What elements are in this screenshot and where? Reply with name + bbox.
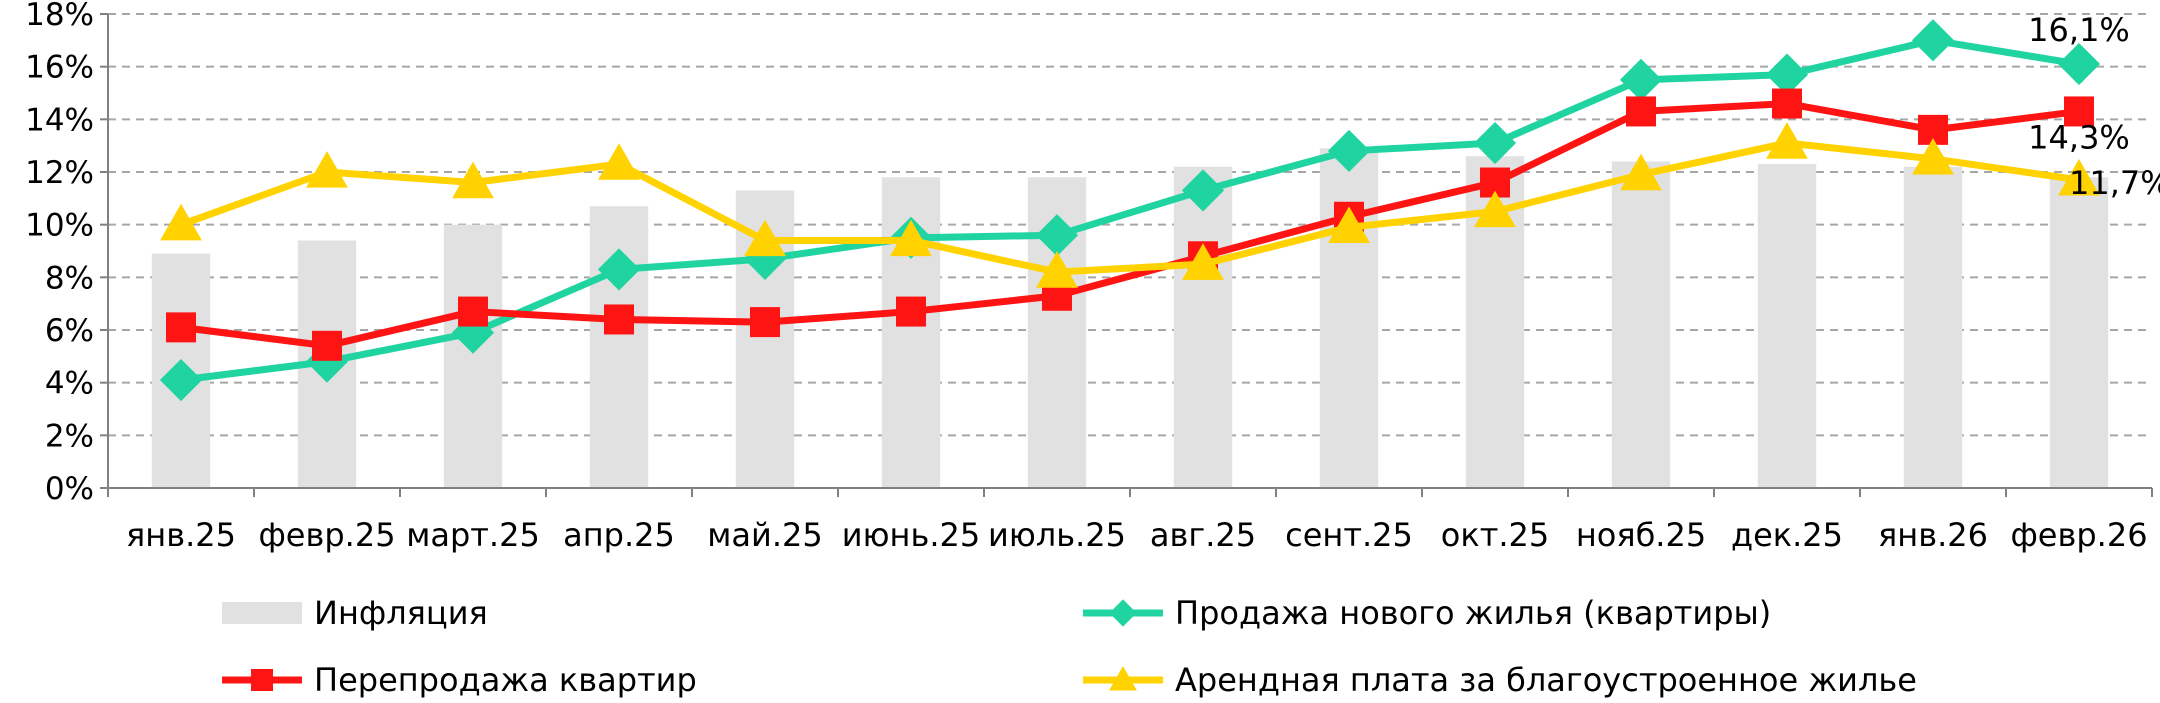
data-point <box>312 330 342 361</box>
data-point <box>604 304 634 335</box>
data-point <box>1182 243 1224 280</box>
legend-label: Инфляция <box>314 594 488 632</box>
x-tick-label: дек.25 <box>1731 516 1843 554</box>
data-point <box>597 248 641 291</box>
data-point <box>458 296 488 327</box>
series-line <box>180 36 2080 384</box>
y-tick-label: 10% <box>25 208 94 244</box>
x-tick-label: окт.25 <box>1441 516 1549 554</box>
data-point <box>1620 153 1662 191</box>
data-point <box>1181 169 1225 212</box>
series-line <box>179 139 2080 276</box>
x-tick-label: сент.25 <box>1285 516 1413 554</box>
legend: Инфляция Продажа нового жилья (квартиры) П… <box>222 594 1917 699</box>
bar <box>1903 166 1963 488</box>
x-tick-label: февр.25 <box>258 516 395 554</box>
y-tick-label: 16% <box>25 50 94 86</box>
bar <box>1173 166 1233 488</box>
legend-swatch <box>222 602 302 624</box>
data-point <box>1911 19 1955 62</box>
legend-marker <box>1109 599 1137 627</box>
legend-marker <box>251 669 273 691</box>
data-point <box>750 307 780 338</box>
x-tick-label: май.25 <box>707 516 822 554</box>
bar <box>1757 164 1817 488</box>
data-point <box>890 219 932 257</box>
x-tick-label: февр.26 <box>2010 516 2147 554</box>
x-tick-label: июнь.25 <box>842 516 980 554</box>
x-tick-label: апр.25 <box>563 516 675 554</box>
y-tick-label: 4% <box>45 366 94 402</box>
data-point <box>1328 206 1370 243</box>
y-tick-label: 18% <box>25 0 94 33</box>
legend-label: Перепродажа квартир <box>314 661 697 698</box>
legend-item: Арендная плата за благоустроенное жилье <box>1083 661 1917 699</box>
y-tick-label: 0% <box>45 471 94 507</box>
y-tick-label: 6% <box>45 313 94 349</box>
legend-label: Арендная плата за благоустроенное жилье <box>1175 661 1917 698</box>
x-tick-label: июль.25 <box>988 516 1126 554</box>
data-point <box>452 161 494 199</box>
legend-item: Продажа нового жилья (квартиры) <box>1083 594 1771 632</box>
bar <box>2049 177 2109 488</box>
data-point <box>2064 96 2094 127</box>
legend-label: Продажа нового жилья (квартиры) <box>1175 594 1771 632</box>
legend-marker <box>1109 666 1137 691</box>
grid-lines <box>108 13 2152 437</box>
bar-series <box>151 148 2109 489</box>
data-point <box>1765 53 1809 96</box>
series-line <box>180 100 2080 350</box>
data-point <box>160 203 202 241</box>
line-series <box>159 19 2101 402</box>
x-tick-label: авг.25 <box>1150 516 1256 554</box>
x-tick-label: янв.26 <box>1878 516 1988 554</box>
data-point <box>1474 190 1516 228</box>
data-point <box>598 143 640 180</box>
data-point <box>2058 159 2100 196</box>
x-tick-label: март.25 <box>406 516 540 554</box>
data-point <box>1035 214 1079 257</box>
data-label: 11,7% <box>2069 164 2160 202</box>
data-point <box>744 219 786 257</box>
data-label: 14,3% <box>2028 118 2130 156</box>
data-point <box>743 237 787 280</box>
axes: 0% 2% 4% 6% 8% 10% 12% 14% 16% 18% янв.25 февр.25 ма… <box>25 0 2153 554</box>
data-point <box>1766 122 1808 159</box>
legend-item: Перепродажа квартир <box>222 661 697 699</box>
data-point <box>896 296 926 327</box>
x-tick-label: нояб.25 <box>1576 516 1706 554</box>
y-tick-label: 12% <box>25 155 94 191</box>
x-tick-label: янв.25 <box>126 516 236 554</box>
bar <box>443 224 503 488</box>
data-point <box>1619 58 1663 101</box>
bar <box>1319 148 1379 489</box>
data-point <box>159 358 203 402</box>
data-label: 16,1% <box>2028 11 2130 49</box>
legend-item: Инфляция <box>222 594 488 632</box>
y-tick-label: 8% <box>45 260 94 296</box>
data-point <box>1036 251 1078 288</box>
data-point <box>1772 88 1802 119</box>
y-tick-label: 2% <box>45 418 94 454</box>
data-point <box>1473 121 1517 165</box>
y-tick-label: 14% <box>25 102 94 138</box>
data-point <box>1327 129 1371 173</box>
data-point <box>166 312 196 343</box>
data-point <box>1912 137 1954 175</box>
bar <box>1611 161 1671 488</box>
data-point <box>306 151 348 188</box>
data-point <box>1626 96 1656 127</box>
data-point <box>2057 42 2101 86</box>
data-labels: 16,1% 14,3% 11,7% <box>2028 11 2160 202</box>
